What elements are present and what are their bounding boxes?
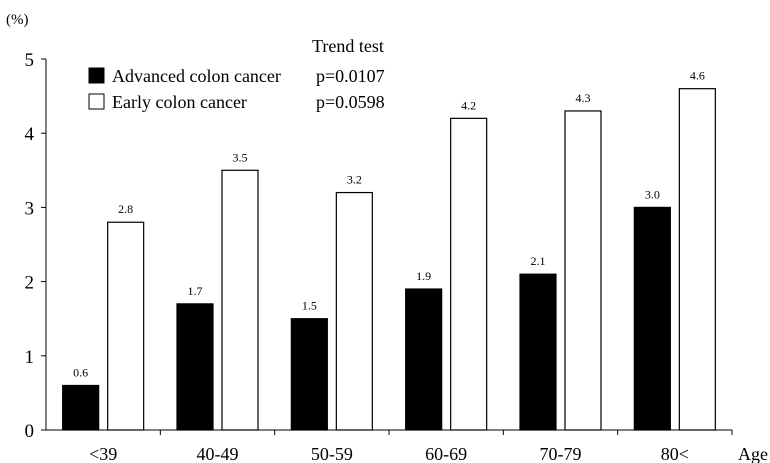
bar-early <box>450 117 488 431</box>
bar-early <box>335 191 373 431</box>
y-tick-label: 2 <box>25 273 35 294</box>
data-label-early: 3.2 <box>347 173 362 187</box>
legend-pvalue-early: p=0.0598 <box>316 92 385 112</box>
x-tick-label: 70-79 <box>540 444 582 463</box>
data-label-early: 4.6 <box>690 69 705 83</box>
y-tick-label: 4 <box>25 124 35 145</box>
bar-advanced <box>405 288 443 431</box>
legend-swatch-advanced <box>88 67 105 84</box>
y-tick-label: 0 <box>25 421 35 442</box>
bar-advanced <box>633 206 671 431</box>
data-label-advanced: 3.0 <box>645 187 660 201</box>
data-label-early: 4.3 <box>576 91 591 105</box>
bar-advanced <box>62 384 100 431</box>
bar-early <box>221 169 259 431</box>
legend-title: Trend test <box>312 36 384 56</box>
x-axis-label: Age <box>738 444 768 463</box>
data-label-advanced: 1.9 <box>416 269 431 283</box>
x-tick-label: 50-59 <box>311 444 353 463</box>
bar-advanced <box>519 273 557 431</box>
data-label-advanced: 1.5 <box>302 299 317 313</box>
bar-early <box>107 221 145 431</box>
data-label-advanced: 0.6 <box>73 365 88 379</box>
plot-area: 0 1 2 3 4 5 0.6 2.8 <39 1.7 3.5 40-49 1.5 3.2 50-59 1.9… <box>25 50 733 463</box>
y-tick-label: 5 <box>25 50 35 71</box>
legend-swatch-early <box>88 93 105 110</box>
legend-label-advanced: Advanced colon cancer <box>112 66 281 86</box>
bar-advanced <box>290 318 328 431</box>
data-label-early: 2.8 <box>118 202 133 216</box>
legend-label-early: Early colon cancer <box>112 92 247 112</box>
data-label-early: 3.5 <box>233 150 248 164</box>
y-axis-unit-label: (%) <box>6 12 29 28</box>
bar-advanced <box>176 303 214 431</box>
y-tick-label: 1 <box>25 347 35 368</box>
y-tick-label: 3 <box>25 198 35 219</box>
bar-early <box>678 88 716 431</box>
x-tick-label: 80< <box>661 444 689 463</box>
legend-pvalue-advanced: p=0.0107 <box>316 66 385 86</box>
bar-early <box>564 110 602 431</box>
x-tick-label: 40-49 <box>197 444 239 463</box>
x-tick-label: <39 <box>89 444 117 463</box>
data-label-advanced: 1.7 <box>188 284 203 298</box>
x-tick-label: 60-69 <box>425 444 467 463</box>
legend: Advanced colon cancer p=0.0107 Early col… <box>88 66 385 112</box>
data-label-early: 4.2 <box>461 98 476 112</box>
data-label-advanced: 2.1 <box>531 254 546 268</box>
